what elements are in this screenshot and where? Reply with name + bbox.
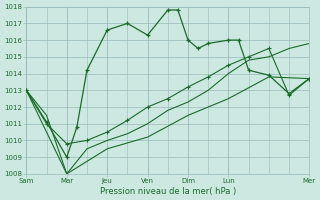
X-axis label: Pression niveau de la mer( hPa ): Pression niveau de la mer( hPa ): [100, 187, 236, 196]
